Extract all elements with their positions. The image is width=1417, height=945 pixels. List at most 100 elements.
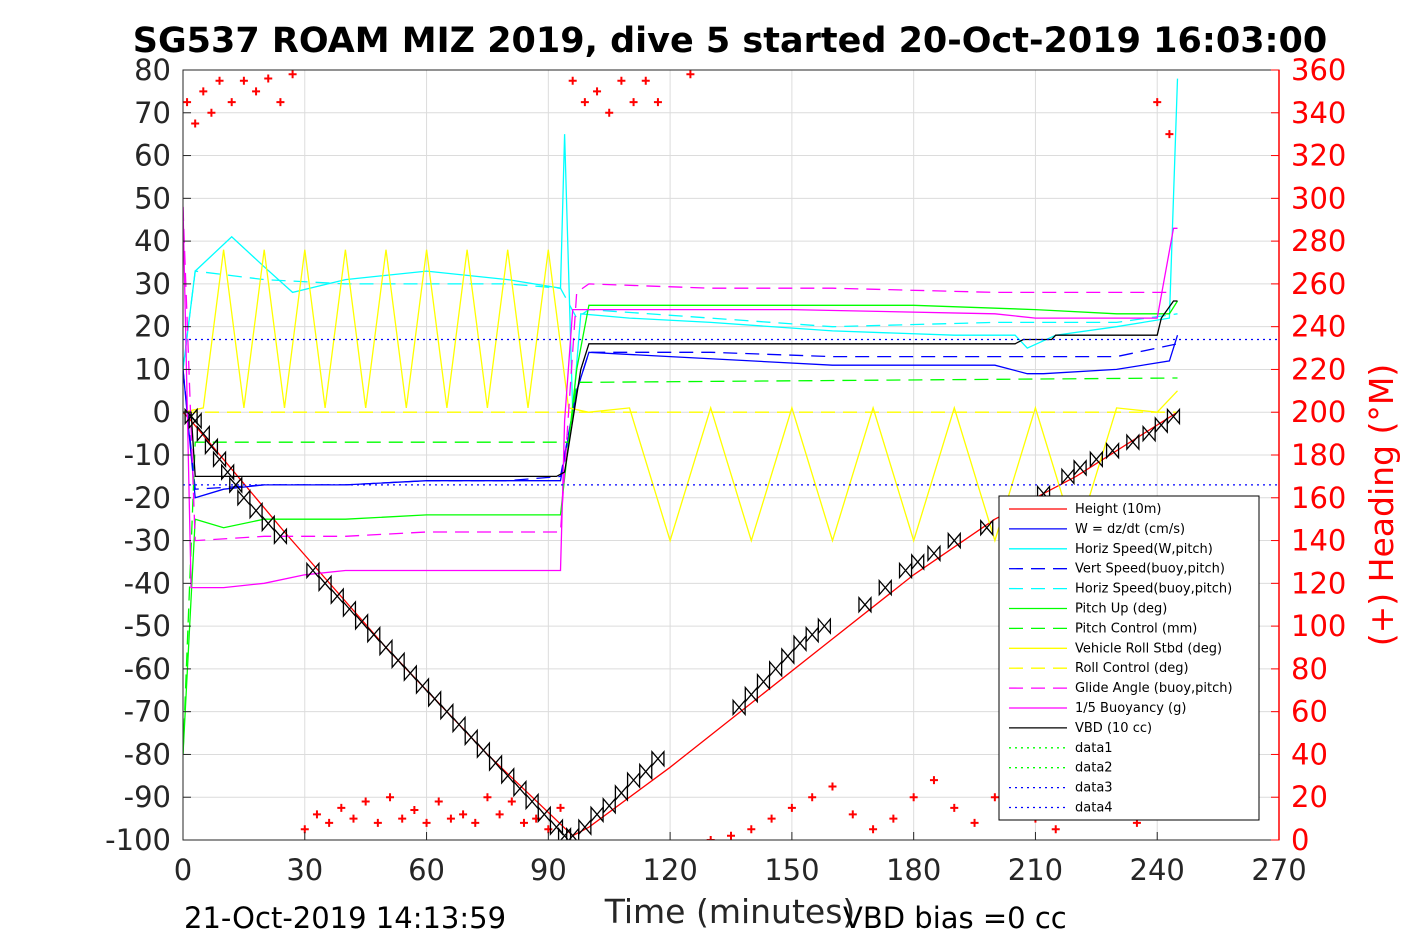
x-tick-label: 240	[1130, 853, 1185, 887]
legend-entry: Vehicle Roll Stbd (deg)	[1075, 641, 1222, 656]
legend-entry: Horiz Speed(buoy,pitch)	[1075, 582, 1232, 597]
legend-entry: Height (10m)	[1075, 502, 1161, 517]
x-tick-label: 180	[886, 853, 941, 887]
height-marker	[403, 664, 417, 682]
height-marker	[306, 561, 320, 580]
right-tick-label: 0	[1291, 823, 1309, 857]
height-marker	[476, 741, 491, 759]
legend-entry: VBD (10 cc)	[1075, 721, 1152, 736]
right-tick-label: 20	[1291, 780, 1328, 814]
footer-timestamp: 21-Oct-2019 14:13:59	[184, 901, 506, 935]
heading-marker	[1165, 130, 1174, 139]
legend-entry: Roll Control (deg)	[1075, 661, 1189, 676]
x-tick-label: 0	[174, 853, 192, 887]
heading-marker	[970, 818, 979, 827]
heading-marker	[199, 87, 208, 96]
height-marker	[878, 578, 892, 597]
height-marker	[525, 792, 539, 811]
right-tick-label: 100	[1291, 609, 1346, 643]
heading-marker	[848, 810, 857, 819]
heading-marker	[747, 825, 756, 834]
height-marker	[537, 805, 551, 824]
heading-marker	[252, 87, 261, 96]
right-tick-label: 220	[1291, 352, 1346, 386]
heading-marker	[950, 803, 959, 812]
chart-title: SG537 ROAM MIZ 2019, dive 5 started 20-O…	[133, 21, 1328, 61]
heading-marker	[990, 793, 999, 802]
heading-marker	[869, 825, 878, 834]
height-marker	[1089, 450, 1103, 469]
height-marker	[817, 617, 832, 635]
heading-marker	[909, 793, 918, 802]
right-tick-label: 120	[1291, 566, 1346, 600]
height-marker	[367, 625, 381, 644]
y-tick-label: -60	[124, 652, 171, 686]
heading-marker	[1051, 825, 1060, 834]
height-marker	[858, 595, 872, 614]
height-marker	[501, 767, 515, 785]
legend-entry: W = dz/dt (cm/s)	[1075, 522, 1185, 537]
right-tick-label: 160	[1291, 481, 1346, 515]
x-tick-label: 150	[764, 853, 819, 887]
height-marker	[391, 651, 405, 670]
heading-marker	[264, 74, 273, 83]
heading-marker	[386, 793, 395, 802]
y-tick-label: -10	[124, 438, 171, 472]
height-marker	[318, 574, 332, 593]
heading-marker	[787, 803, 796, 812]
series-layer	[183, 70, 1279, 840]
height-marker	[237, 489, 251, 507]
right-tick-label: 240	[1291, 310, 1346, 344]
height-marker	[330, 587, 344, 605]
y-tick-label: -30	[124, 524, 171, 558]
heading-marker	[727, 831, 735, 840]
y-tick-label: -70	[124, 695, 171, 729]
heading-marker	[276, 98, 285, 107]
heading-marker	[373, 818, 382, 827]
heading-marker	[239, 76, 248, 85]
legend-entry: Horiz Speed(W,pitch)	[1075, 542, 1213, 557]
x-tick-label: 210	[1008, 853, 1063, 887]
right-tick-label: 140	[1291, 524, 1346, 558]
legend-entry: 1/5 Buoyancy (g)	[1075, 701, 1186, 716]
heading-marker	[483, 793, 492, 802]
heading-marker	[459, 810, 468, 819]
series-line-11	[183, 300, 1178, 478]
series-line-3	[183, 343, 1178, 490]
series-line-6	[183, 377, 1178, 755]
height-marker	[651, 749, 665, 768]
series-line-4	[183, 270, 1178, 370]
height-marker	[415, 677, 430, 695]
right-tick-label: 340	[1291, 96, 1346, 130]
heading-marker	[641, 76, 650, 85]
height-marker	[212, 450, 227, 469]
height-marker	[221, 463, 235, 481]
height-marker	[452, 715, 466, 734]
heading-marker	[1153, 98, 1162, 107]
heading-marker	[605, 108, 614, 117]
heading-marker	[325, 818, 334, 827]
series-line-7	[183, 249, 1178, 543]
right-tick-label: 40	[1291, 737, 1328, 771]
heading-marker	[191, 119, 200, 128]
height-marker	[342, 600, 357, 618]
heading-marker	[889, 814, 898, 823]
right-tick-label: 280	[1291, 224, 1346, 258]
heading-marker	[215, 76, 224, 85]
heading-marker	[507, 797, 516, 806]
height-marker	[379, 638, 393, 657]
height-marker	[188, 412, 202, 430]
height-marker	[440, 702, 454, 721]
heading-marker	[767, 814, 776, 823]
x-tick-label: 90	[530, 853, 567, 887]
y-tick-label: 40	[134, 224, 171, 258]
legend-entry: Vert Speed(buoy,pitch)	[1075, 562, 1225, 577]
height-marker	[428, 690, 442, 708]
footer-vbd-bias: VBD bias =0 cc	[843, 901, 1067, 935]
legend-entry: data1	[1075, 741, 1113, 756]
height-marker	[1073, 459, 1087, 477]
heading-marker	[337, 803, 346, 812]
heading-marker	[629, 98, 638, 107]
heading-marker	[288, 70, 297, 79]
